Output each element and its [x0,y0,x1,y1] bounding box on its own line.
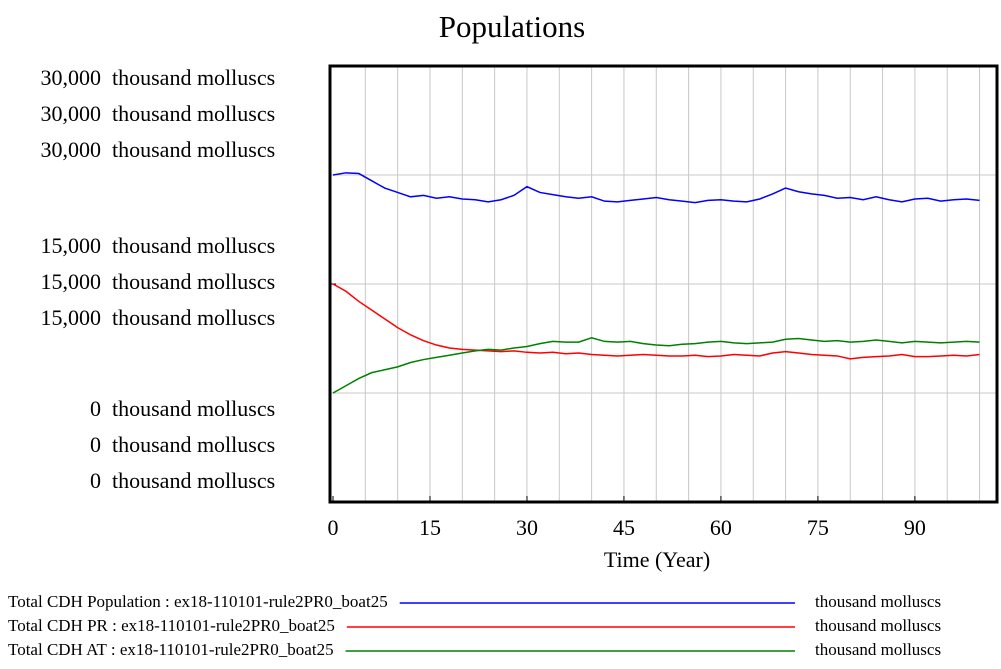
legend-label: Total CDH Population : ex18-110101-rule2… [8,592,388,611]
legend-unit: thousand molluscs [815,592,941,611]
y-tick-label: 0 [90,468,101,493]
y-tick-label: 15,000 [41,305,102,330]
y-axis-unit: thousand molluscs [112,137,275,162]
series-line [332,336,980,394]
x-tick-label: 30 [516,515,538,540]
y-tick-label: 30,000 [41,137,102,162]
chart-title: Populations [439,9,585,44]
x-tick-label: 60 [710,515,732,540]
y-axis-unit: thousand molluscs [112,233,275,258]
legend-unit: thousand molluscs [815,640,941,659]
x-axis-label: Time (Year) [604,547,710,572]
legend-unit: thousand molluscs [815,616,941,635]
series-line [332,283,980,360]
y-tick-label: 0 [90,432,101,457]
y-axis-unit: thousand molluscs [112,101,275,126]
y-axis-unit: thousand molluscs [112,269,275,294]
plot-frame [328,64,999,504]
y-axis-unit: thousand molluscs [112,305,275,330]
y-tick-label: 30,000 [41,65,102,90]
x-tick-label: 75 [807,515,829,540]
y-axis-unit: thousand molluscs [112,432,275,457]
x-tick-label: 15 [419,515,441,540]
y-tick-label: 0 [90,396,101,421]
y-axis-unit: thousand molluscs [112,468,275,493]
y-tick-label: 15,000 [41,233,102,258]
series-line [332,172,980,204]
y-tick-label: 30,000 [41,101,102,126]
y-tick-label: 15,000 [41,269,102,294]
x-tick-label: 90 [904,515,926,540]
y-axis-unit: thousand molluscs [112,396,275,421]
x-tick-label: 45 [613,515,635,540]
legend-label: Total CDH AT : ex18-110101-rule2PR0_boat… [8,640,334,659]
y-axis-unit: thousand molluscs [112,65,275,90]
x-tick-label: 0 [328,515,339,540]
legend-label: Total CDH PR : ex18-110101-rule2PR0_boat… [8,616,335,635]
